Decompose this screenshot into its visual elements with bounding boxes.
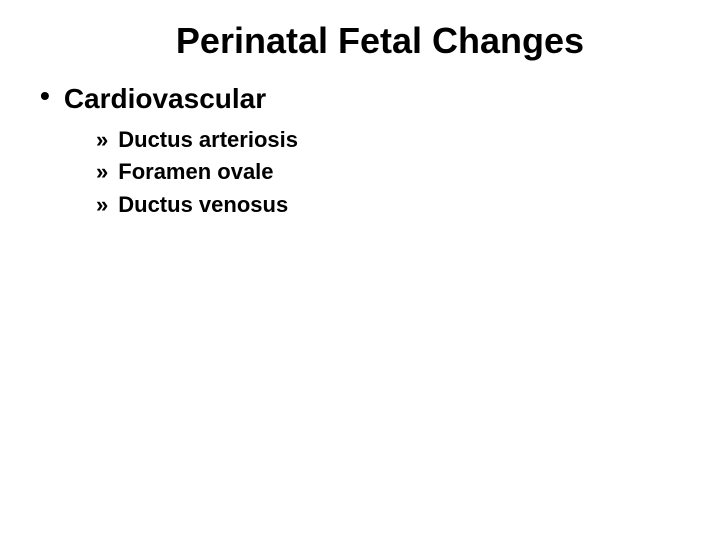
level1-text: Cardiovascular [64, 82, 266, 116]
level1-item: • Cardiovascular [40, 82, 680, 116]
level2-item: » Foramen ovale [96, 158, 680, 187]
level2-text: Ductus venosus [118, 191, 288, 220]
level2-bullet-icon: » [96, 158, 108, 187]
slide-title: Perinatal Fetal Changes [80, 20, 680, 62]
level1-bullet-icon: • [40, 82, 50, 110]
level2-bullet-icon: » [96, 191, 108, 220]
level2-item: » Ductus arteriosis [96, 126, 680, 155]
level2-bullet-icon: » [96, 126, 108, 155]
level2-text: Foramen ovale [118, 158, 273, 187]
level2-item: » Ductus venosus [96, 191, 680, 220]
level2-container: » Ductus arteriosis » Foramen ovale » Du… [96, 126, 680, 220]
level2-text: Ductus arteriosis [118, 126, 298, 155]
